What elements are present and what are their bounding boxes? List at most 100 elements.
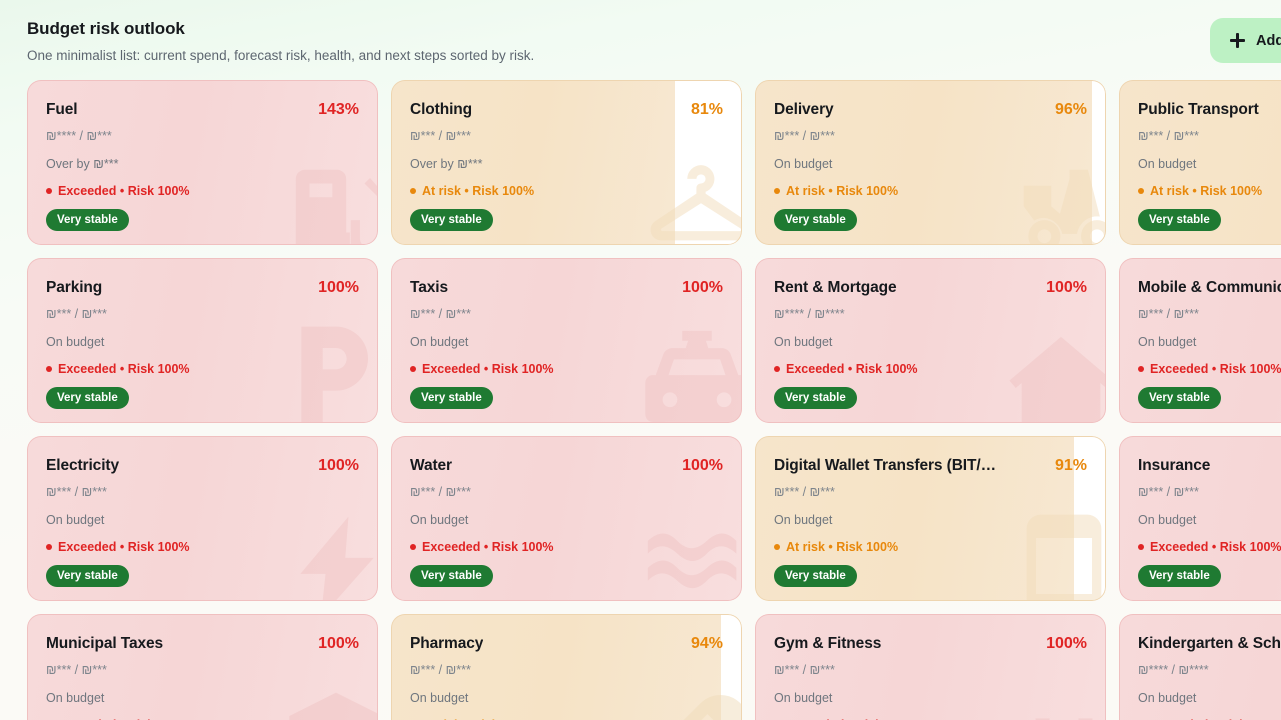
card-risk-label: At risk • Risk 100%	[422, 184, 535, 198]
card-percent: 94%	[690, 635, 723, 652]
card-risk-label: Exceeded • Risk 100%	[58, 717, 190, 720]
card-health-badge: Very stable	[410, 565, 493, 587]
card-percent: 96%	[1054, 101, 1087, 118]
card-amounts: ₪*** / ₪***	[410, 307, 471, 321]
budget-card[interactable]: Taxis 100% ₪*** / ₪*** On budget Exceeded • …	[391, 258, 742, 423]
card-risk-status: At risk • Risk 100%	[410, 717, 723, 720]
risk-status-dot	[774, 366, 780, 372]
card-budget-note: On budget	[1138, 157, 1197, 171]
card-risk-status: Exceeded • Risk 100%	[46, 361, 359, 377]
card-health-badge: Very stable	[46, 565, 129, 587]
budget-card[interactable]: Municipal Taxes 100% ₪*** / ₪*** On budget E…	[27, 614, 378, 720]
budget-card[interactable]: Public Transport100% ₪*** / ₪*** On budget…	[1119, 80, 1281, 245]
card-amounts: ₪*** / ₪***	[1138, 129, 1199, 143]
card-budget-note: Over by ₪***	[410, 157, 483, 171]
card-health-badge: Very stable	[1138, 387, 1221, 409]
budget-card[interactable]: Gym & Fitness 100% ₪*** / ₪*** On budget Exc…	[755, 614, 1106, 720]
card-title: Fuel	[46, 101, 78, 118]
budget-card[interactable]: Rent & Mortgage 100% ₪**** / ₪**** On budge…	[755, 258, 1106, 423]
card-risk-status: Exceeded • Risk 100%	[410, 361, 723, 377]
budget-card[interactable]: Pharmacy 94% ₪*** / ₪*** On budget At risk •…	[391, 614, 742, 720]
card-risk-status: At risk • Risk 100%	[774, 539, 1087, 555]
budget-card-grid: Fuel 143% ₪**** / ₪*** Over by ₪*** Exceeded…	[27, 80, 1281, 720]
card-header: Parking 100%	[46, 278, 359, 298]
card-risk-status: At risk • Risk 100%	[774, 183, 1087, 199]
add-budget-button[interactable]: Add b	[1210, 18, 1281, 63]
card-percent: 100%	[682, 279, 723, 296]
card-risk-label: Exceeded • Risk 100%	[1150, 540, 1281, 554]
card-title: Municipal Taxes	[46, 635, 164, 652]
card-title: Taxis	[410, 279, 448, 296]
budget-card[interactable]: Electricity 100% ₪*** / ₪*** On budget Excee…	[27, 436, 378, 601]
card-risk-status: At risk • Risk 100%	[410, 183, 723, 199]
card-header: Electricity 100%	[46, 456, 359, 476]
card-title: Insurance	[1138, 457, 1211, 474]
card-budget-note: On budget	[46, 691, 105, 705]
card-budget-note: On budget	[410, 513, 469, 527]
card-risk-status: Exceeded • Risk 100%	[1138, 539, 1281, 555]
card-progress-fill	[391, 614, 721, 720]
card-title: Gym & Fitness	[774, 635, 882, 652]
card-budget-note: On budget	[774, 157, 833, 171]
card-title: Clothing	[410, 101, 473, 118]
card-risk-label: Exceeded • Risk 100%	[58, 184, 190, 198]
budget-card[interactable]: Mobile & Communication100% ₪*** / ₪*** On …	[1119, 258, 1281, 423]
card-percent: 100%	[1046, 279, 1087, 296]
card-risk-status: Exceeded • Risk 100%	[46, 539, 359, 555]
card-budget-note: On budget	[1138, 691, 1197, 705]
card-header: Gym & Fitness 100%	[774, 634, 1087, 654]
card-header: Insurance100%	[1138, 456, 1281, 476]
card-risk-label: At risk • Risk 100%	[422, 717, 534, 720]
add-budget-button-label: Add b	[1256, 32, 1281, 49]
card-percent: 100%	[1046, 635, 1087, 652]
card-title: Parking	[46, 279, 103, 296]
card-budget-note: On budget	[774, 691, 833, 705]
card-risk-status: Exceeded • Risk 100%	[410, 539, 723, 555]
card-risk-status: Exceeded • Risk 100%	[1138, 717, 1281, 720]
card-risk-label: At risk • Risk 100%	[1150, 184, 1263, 198]
card-budget-note: On budget	[1138, 335, 1197, 349]
card-title: Public Transport	[1138, 101, 1259, 118]
card-health-badge: Very stable	[774, 387, 857, 409]
card-risk-label: Exceeded • Risk 100%	[1150, 362, 1281, 376]
card-health-badge: Very stable	[46, 209, 129, 231]
card-amounts: ₪*** / ₪***	[1138, 307, 1199, 321]
budget-card[interactable]: Water 100% ₪*** / ₪*** On budget Exceeded • …	[391, 436, 742, 601]
card-health-badge: Very stable	[46, 387, 129, 409]
risk-status-dot	[46, 544, 52, 550]
budget-card[interactable]: Insurance100% ₪*** / ₪*** On budget Exceede…	[1119, 436, 1281, 601]
card-amounts: ₪**** / ₪****	[1138, 663, 1209, 677]
card-risk-status: Exceeded • Risk 100%	[46, 183, 359, 199]
card-percent: 100%	[682, 457, 723, 474]
card-risk-label: Exceeded • Risk 100%	[422, 540, 554, 554]
card-progress-fill	[755, 614, 1106, 720]
card-amounts: ₪*** / ₪***	[774, 485, 835, 499]
budget-card[interactable]: Clothing 81% ₪*** / ₪*** Over by ₪*** At ris…	[391, 80, 742, 245]
card-amounts: ₪*** / ₪***	[774, 129, 835, 143]
risk-status-dot	[46, 188, 52, 194]
card-title: Rent & Mortgage	[774, 279, 897, 296]
risk-status-dot	[1138, 544, 1144, 550]
card-header: Rent & Mortgage 100%	[774, 278, 1087, 298]
card-budget-note: On budget	[1138, 513, 1197, 527]
budget-card[interactable]: Digital Wallet Transfers (BIT/… 91% ₪*** /…	[755, 436, 1106, 601]
card-percent: 81%	[690, 101, 723, 118]
card-risk-status: Exceeded • Risk 100%	[1138, 361, 1281, 377]
card-percent: 100%	[318, 457, 359, 474]
budget-card[interactable]: Delivery 96% ₪*** / ₪*** On budget At risk •…	[755, 80, 1106, 245]
card-risk-label: Exceeded • Risk 100%	[58, 540, 190, 554]
card-title: Water	[410, 457, 452, 474]
card-header: Pharmacy 94%	[410, 634, 723, 654]
page-title: Budget risk outlook	[27, 19, 185, 38]
risk-status-dot	[1138, 188, 1144, 194]
card-percent: 143%	[318, 101, 359, 118]
budget-card[interactable]: Parking 100% ₪*** / ₪*** On budget Exceeded …	[27, 258, 378, 423]
card-header: Fuel 143%	[46, 100, 359, 120]
card-header: Kindergarten & School100%	[1138, 634, 1281, 654]
card-header: Water 100%	[410, 456, 723, 476]
risk-status-dot	[46, 366, 52, 372]
budget-card[interactable]: Kindergarten & School100% ₪**** / ₪**** On…	[1119, 614, 1281, 720]
card-amounts: ₪*** / ₪***	[46, 663, 107, 677]
card-health-badge: Very stable	[774, 209, 857, 231]
budget-card[interactable]: Fuel 143% ₪**** / ₪*** Over by ₪*** Exceeded…	[27, 80, 378, 245]
